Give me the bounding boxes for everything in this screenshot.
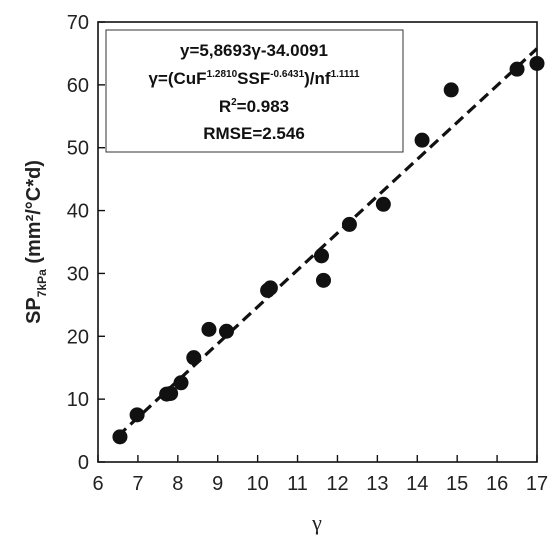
annotation-box: y=5,8693γ-34.0091 γ=(CuF1.2810SSF-0.6431…: [105, 29, 404, 153]
gamma-definition: γ=(CuF1.2810SSF-0.6431)/nf1.1111: [148, 69, 359, 88]
y-tick-label: 70: [67, 12, 89, 34]
y-tick-label: 30: [67, 263, 89, 285]
plot-frame: [97, 21, 538, 463]
x-tick-label: 10: [247, 473, 269, 495]
data-point: [173, 375, 189, 391]
gamma-def-part-3: )/nf: [304, 69, 331, 88]
x-tick-label: 13: [366, 473, 388, 495]
gamma-def-part-1: γ=(CuF: [148, 69, 206, 88]
data-point: [163, 385, 179, 401]
data-points: [112, 55, 545, 445]
data-point: [186, 350, 202, 366]
x-tick-label: 7: [132, 473, 143, 495]
r-squared: R2=0.983: [219, 97, 289, 116]
x-tick-label: 8: [172, 473, 183, 495]
r-squared-sup: 2: [231, 97, 237, 108]
y-tick-label: 20: [67, 326, 89, 348]
data-point: [443, 82, 459, 98]
x-tick-label: 11: [287, 473, 308, 495]
y-axis-label-unit: (mm²/°C*d): [23, 160, 45, 269]
data-point: [315, 272, 331, 288]
y-tick-label: 50: [67, 138, 89, 160]
r-squared-value: =0.983: [237, 97, 289, 116]
y-axis-label-sub: 7kPa: [35, 269, 49, 297]
y-axis-label: SP7kPa (mm²/°C*d): [23, 160, 49, 324]
data-point: [341, 216, 357, 232]
y-tick-label: 40: [67, 201, 89, 223]
data-point: [262, 280, 278, 296]
x-tick-label: 12: [326, 473, 348, 495]
x-tick-label: 6: [92, 473, 103, 495]
y-axis-label-main: SP: [23, 297, 45, 324]
data-point: [529, 55, 545, 71]
data-point: [129, 407, 145, 423]
annotation-frame: [105, 29, 404, 153]
gamma-def-sup-3: 1.1111: [331, 69, 360, 80]
y-tick-label: 60: [67, 75, 89, 97]
fit-line: [116, 47, 539, 438]
x-axis-ticks: 6 7 8 9 10 11 12 13 14 15 16 17: [92, 455, 548, 495]
data-point: [414, 132, 430, 148]
rmse: RMSE=2.546: [203, 124, 305, 143]
x-tick-label: 17: [526, 473, 548, 495]
x-tick-label: 15: [446, 473, 468, 495]
x-tick-label: 14: [406, 473, 428, 495]
data-point: [509, 61, 525, 77]
y-tick-label: 10: [67, 389, 89, 411]
gamma-def-sup-1: 1.2810: [207, 69, 238, 80]
x-tick-label: 9: [212, 473, 223, 495]
x-tick-label: 16: [486, 473, 508, 495]
fit-equation: y=5,8693γ-34.0091: [180, 41, 328, 60]
r-squared-base: R: [219, 97, 231, 116]
gamma-def-sup-2: -0.6431: [270, 69, 304, 80]
x-axis-label: γ: [311, 510, 322, 535]
data-point: [201, 321, 217, 337]
y-axis-ticks: 0 10 20 30 40 50 60 70: [67, 12, 105, 474]
y-tick-label: 0: [78, 452, 89, 474]
data-point: [375, 196, 391, 212]
gamma-def-part-2: SSF: [237, 69, 270, 88]
data-point: [313, 248, 329, 264]
data-point: [112, 429, 128, 445]
data-point: [219, 323, 235, 339]
